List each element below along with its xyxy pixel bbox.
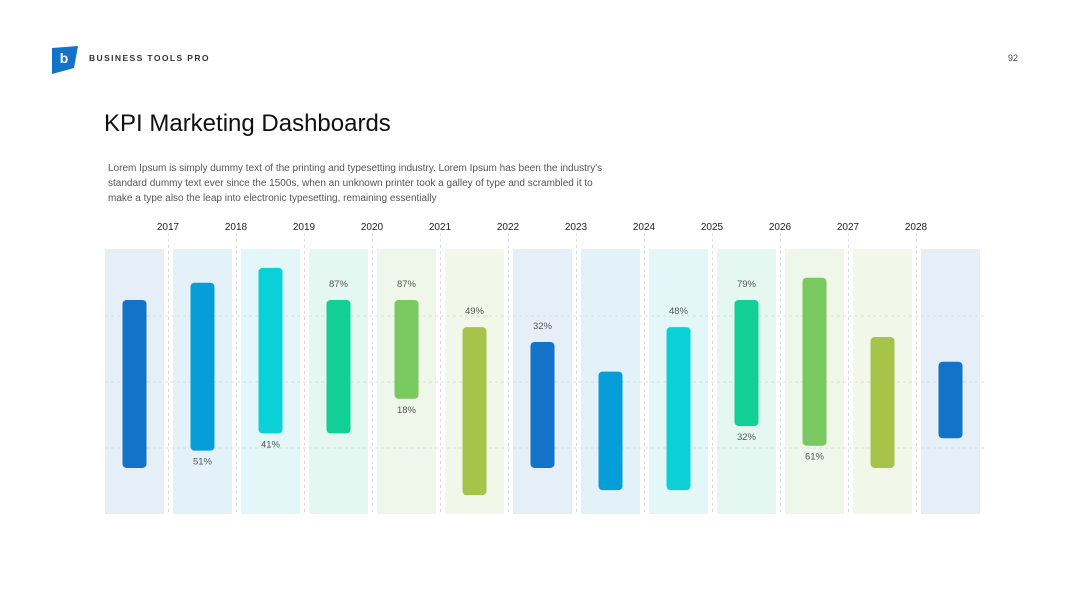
year-label: 2024 — [633, 222, 656, 233]
bar — [190, 282, 215, 451]
bar — [870, 337, 895, 468]
year-label: 2020 — [361, 222, 384, 233]
bar — [122, 299, 147, 468]
data-label: 87% — [329, 279, 349, 290]
data-label: 61% — [805, 452, 825, 463]
bar — [530, 341, 555, 468]
data-label: 48% — [669, 306, 689, 317]
year-label: 2019 — [293, 222, 316, 233]
bar — [326, 299, 351, 434]
year-label: 2025 — [701, 222, 724, 233]
data-label: 32% — [533, 321, 553, 332]
bar — [802, 277, 827, 446]
year-label: 2022 — [497, 222, 520, 233]
page-title: KPI Marketing Dashboards — [104, 110, 391, 138]
data-label: 49% — [465, 306, 485, 317]
year-label: 2017 — [157, 222, 180, 233]
logo-letter: b — [60, 50, 69, 66]
bar — [258, 267, 283, 434]
year-label: 2023 — [565, 222, 588, 233]
data-label: 51% — [193, 457, 213, 468]
bar — [462, 327, 487, 496]
bar — [938, 361, 963, 439]
data-label: 41% — [261, 439, 281, 450]
bar — [666, 327, 691, 491]
bar — [734, 299, 759, 426]
data-label: 87% — [397, 279, 417, 290]
data-label: 79% — [737, 279, 757, 290]
bar — [598, 371, 623, 491]
year-label: 2021 — [429, 222, 452, 233]
data-label: 32% — [737, 432, 757, 443]
year-label: 2027 — [837, 222, 860, 233]
year-label: 2018 — [225, 222, 248, 233]
bar — [394, 299, 419, 399]
brand-name: BUSINESS TOOLS PRO — [89, 53, 210, 63]
logo-icon: b — [52, 46, 78, 74]
year-label: 2026 — [769, 222, 792, 233]
description-text: Lorem Ipsum is simply dummy text of the … — [108, 163, 603, 204]
page-number: 92 — [1008, 53, 1019, 63]
data-label: 18% — [397, 405, 417, 416]
year-label: 2028 — [905, 222, 928, 233]
